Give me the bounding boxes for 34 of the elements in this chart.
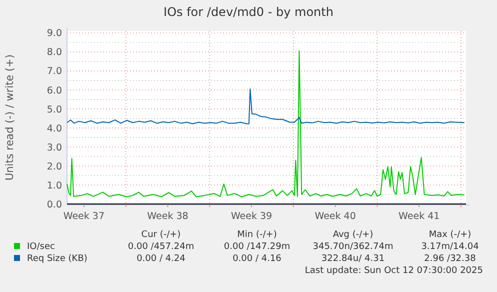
text: Avg (-/+) (332, 230, 374, 240)
text: Last update: Sun Oct 12 07:30:00 2025 (304, 266, 483, 276)
y-tick-label: 5.0 (46, 104, 62, 116)
y-tick-label: 8.0 (46, 47, 62, 58)
line-series (66, 50, 465, 198)
text: 0.00 /457.24m (128, 242, 194, 252)
text: 0.00 / 4.24 (136, 254, 186, 264)
text: 0.00 /147.29m (224, 242, 290, 252)
x-tick-label: Week 40 (314, 211, 356, 222)
y-tick-label: 0.0 (46, 199, 62, 210)
text: 0.00 / 4.16 (232, 254, 282, 264)
y-tick-label: 6.0 (46, 85, 62, 96)
y-axis-title: Units read (-) / write (+) (4, 54, 16, 181)
text: 3.17m/14.04 (421, 242, 480, 252)
x-tick-label: Week 38 (147, 211, 188, 222)
text: 345.70n/362.74m (312, 242, 394, 252)
y-tick-label: 1.0 (46, 180, 62, 192)
text: Max (-/+) (428, 230, 472, 240)
y-tick-label: 4.0 (46, 123, 62, 134)
legend-label: IO/sec (27, 242, 55, 252)
line-series (66, 88, 465, 124)
legend-label: Req Size (KB) (27, 254, 88, 264)
x-tick-label: Week 41 (398, 211, 440, 222)
y-tick-label: 9.0 (46, 28, 62, 40)
y-tick-label: 3.0 (46, 142, 62, 154)
text: 2.96 /32.38 (424, 254, 476, 264)
chart-title: IOs for /dev/md0 - by month (164, 5, 334, 19)
x-tick-label: Week 37 (63, 211, 105, 222)
x-tick-label: Week 39 (230, 211, 272, 222)
text: Cur (-/+) (141, 230, 181, 240)
text: Min (-/+) (237, 230, 277, 240)
y-tick-label: 2.0 (46, 161, 62, 172)
y-tick-label: 7.0 (46, 66, 62, 78)
text: 322.84u/ 4.31 (321, 254, 385, 264)
